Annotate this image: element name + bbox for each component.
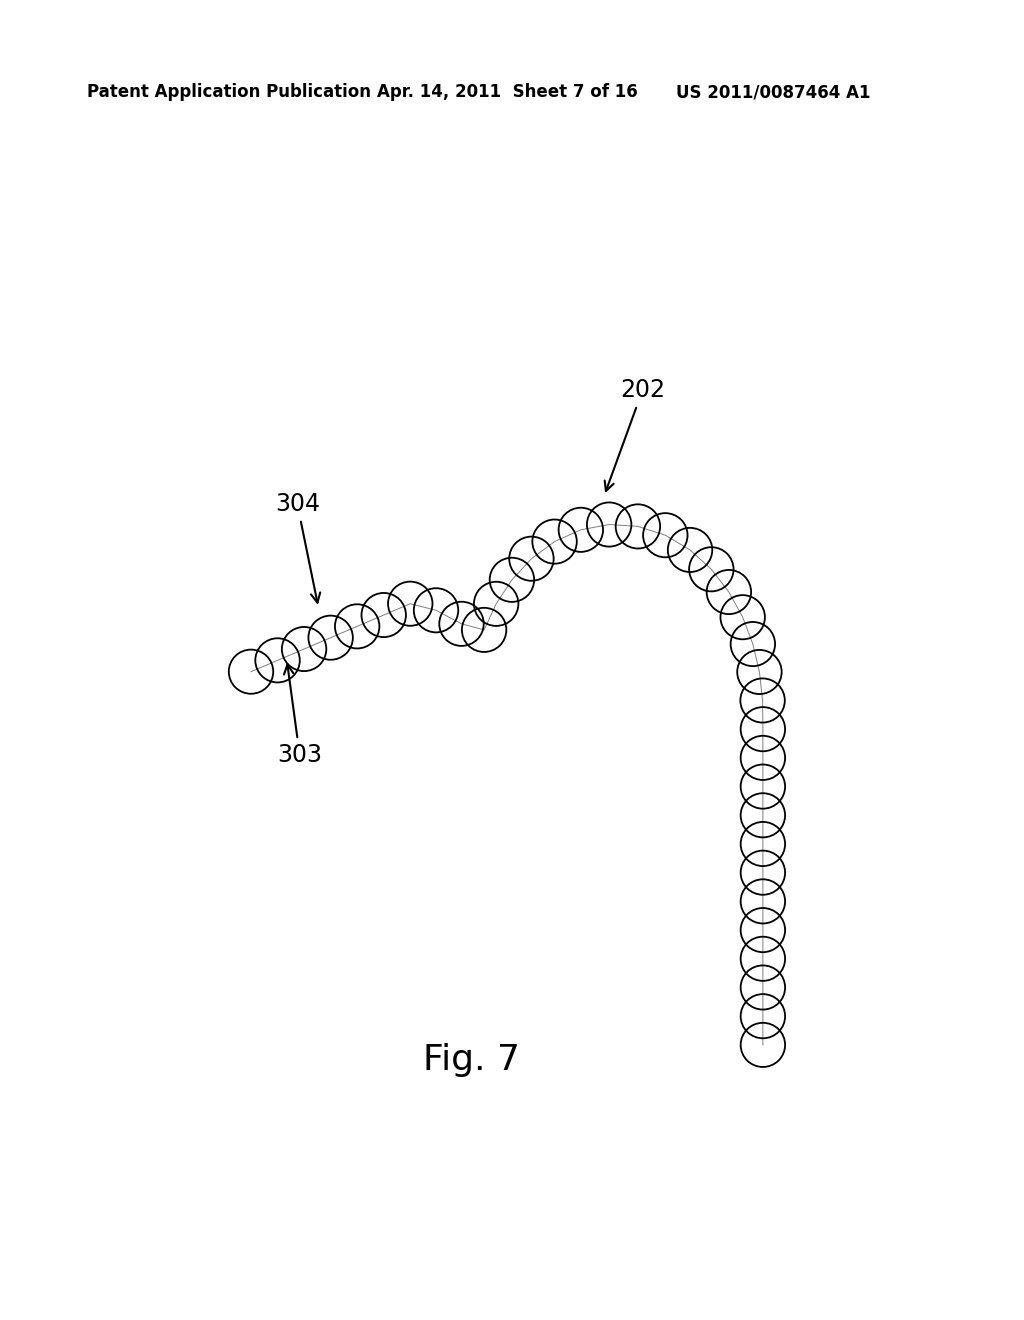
Text: 303: 303 (278, 664, 323, 767)
Text: Apr. 14, 2011  Sheet 7 of 16: Apr. 14, 2011 Sheet 7 of 16 (377, 83, 638, 102)
Text: US 2011/0087464 A1: US 2011/0087464 A1 (676, 83, 870, 102)
Text: Patent Application Publication: Patent Application Publication (87, 83, 371, 102)
Text: 202: 202 (605, 379, 665, 491)
Text: Fig. 7: Fig. 7 (423, 1043, 519, 1077)
Text: 304: 304 (274, 492, 321, 603)
